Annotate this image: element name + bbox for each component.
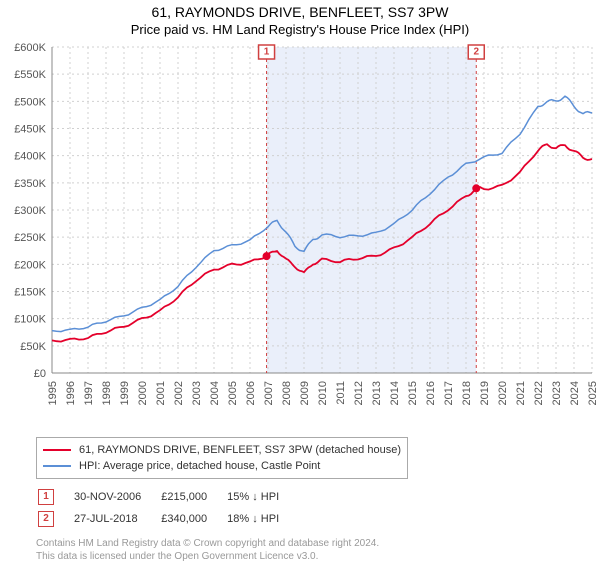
x-tick-label: 2010 [317, 381, 329, 405]
x-tick-label: 1995 [47, 381, 59, 405]
y-tick-label: £450K [14, 124, 46, 136]
x-tick-label: 1999 [119, 381, 131, 405]
x-tick-label: 2020 [497, 381, 509, 405]
x-tick-label: 2016 [425, 381, 437, 405]
x-tick-label: 2013 [371, 381, 383, 405]
y-tick-label: £350K [14, 178, 46, 190]
y-tick-label: £400K [14, 151, 46, 163]
x-tick-label: 2014 [389, 381, 401, 405]
x-tick-label: 2022 [533, 381, 545, 405]
x-tick-label: 2003 [191, 381, 203, 405]
event-number-icon: 1 [38, 489, 54, 505]
y-tick-label: £300K [14, 205, 46, 217]
x-tick-label: 1997 [83, 381, 95, 405]
table-row: 1 30-NOV-2006£215,00015% ↓ HPI [38, 487, 297, 507]
legend-swatch [43, 465, 71, 467]
x-tick-label: 2017 [443, 381, 455, 405]
footer-line-2: This data is licensed under the Open Gov… [36, 550, 600, 563]
y-tick-label: £600K [14, 42, 46, 54]
legend: 61, RAYMONDS DRIVE, BENFLEET, SS7 3PW (d… [36, 437, 408, 479]
y-tick-label: £100K [14, 314, 46, 326]
event-date: 27-JUL-2018 [74, 509, 159, 529]
event-price: £215,000 [161, 487, 225, 507]
x-tick-label: 2023 [551, 381, 563, 405]
event-number-icon: 2 [38, 511, 54, 527]
x-tick-label: 2011 [335, 381, 347, 405]
x-tick-label: 2012 [353, 381, 365, 405]
legend-swatch [43, 449, 71, 451]
y-tick-label: £550K [14, 69, 46, 81]
legend-label: 61, RAYMONDS DRIVE, BENFLEET, SS7 3PW (d… [79, 444, 401, 456]
x-tick-label: 2007 [263, 381, 275, 405]
sale-events-table: 1 30-NOV-2006£215,00015% ↓ HPI 2 27-JUL-201… [36, 485, 299, 531]
table-row: 2 27-JUL-2018£340,00018% ↓ HPI [38, 509, 297, 529]
x-tick-label: 2008 [281, 381, 293, 405]
chart-title-address: 61, RAYMONDS DRIVE, BENFLEET, SS7 3PW [0, 4, 600, 20]
event-number-cell: 1 [38, 487, 72, 507]
event-hpi-diff: 18% ↓ HPI [227, 509, 297, 529]
event-price: £340,000 [161, 509, 225, 529]
y-tick-label: £50K [20, 341, 46, 353]
legend-row: HPI: Average price, detached house, Cast… [43, 458, 401, 474]
x-tick-label: 2000 [137, 381, 149, 405]
chart-title-sub: Price paid vs. HM Land Registry's House … [0, 22, 600, 37]
legend-row: 61, RAYMONDS DRIVE, BENFLEET, SS7 3PW (d… [43, 442, 401, 458]
x-tick-label: 2004 [209, 381, 221, 405]
x-tick-label: 1998 [101, 381, 113, 405]
y-tick-label: £250K [14, 232, 46, 244]
legend-label: HPI: Average price, detached house, Cast… [79, 460, 320, 472]
event-marker-number: 1 [264, 47, 270, 58]
y-tick-label: £500K [14, 96, 46, 108]
y-tick-label: £150K [14, 287, 46, 299]
price-hpi-line-chart: £0 £50K £100K £150K £200K £250K £300K £350K £400… [0, 41, 600, 431]
chart-area: £0 £50K £100K £150K £200K £250K £300K £350K £400… [0, 41, 600, 431]
event-number-cell: 2 [38, 509, 72, 529]
x-tick-label: 2019 [479, 381, 491, 405]
y-tick-label: £0 [34, 368, 46, 380]
event-marker-number: 2 [473, 47, 479, 58]
x-tick-label: 2025 [587, 381, 599, 405]
x-tick-label: 2009 [299, 381, 311, 405]
x-tick-label: 2015 [407, 381, 419, 405]
footer-line-1: Contains HM Land Registry data © Crown c… [36, 537, 600, 550]
x-tick-label: 2001 [155, 381, 167, 405]
y-tick-label: £200K [14, 259, 46, 271]
x-tick-label: 2021 [515, 381, 527, 405]
footer-attribution: Contains HM Land Registry data © Crown c… [36, 537, 600, 563]
x-tick-label: 2005 [227, 381, 239, 405]
event-hpi-diff: 15% ↓ HPI [227, 487, 297, 507]
x-tick-label: 1996 [65, 381, 77, 405]
x-tick-label: 2006 [245, 381, 257, 405]
event-date: 30-NOV-2006 [74, 487, 159, 507]
x-tick-label: 2018 [461, 381, 473, 405]
x-tick-label: 2002 [173, 381, 185, 405]
x-tick-label: 2024 [569, 381, 581, 405]
